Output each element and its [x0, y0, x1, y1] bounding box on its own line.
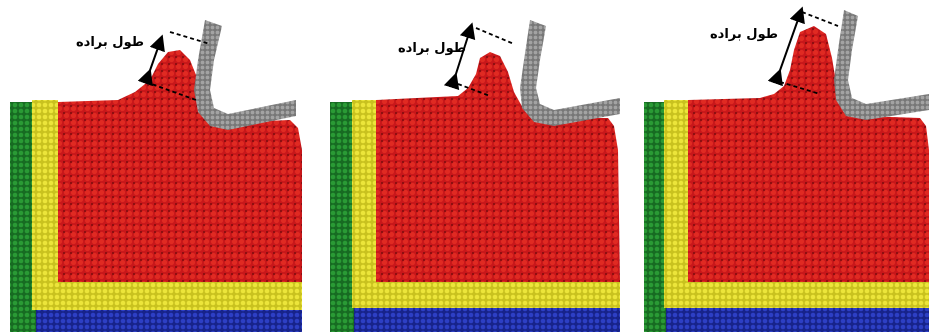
boundary-yellow [352, 100, 620, 308]
simulation-panel-2: طول براده [318, 0, 624, 332]
left-boundary-green [644, 102, 666, 332]
boundary-yellow [32, 100, 302, 310]
chip-length-label: طول براده [710, 27, 778, 42]
chip-length-label: طول براده [398, 41, 466, 56]
reference-dashed-line-top [475, 27, 515, 45]
cutting-tool [834, 10, 929, 120]
left-boundary-green [330, 102, 354, 332]
reference-dashed-line-top [801, 11, 839, 27]
simulation-figure-1 [10, 20, 302, 332]
simulation-panel-3: طول براده [630, 0, 933, 332]
cutting-tool [520, 20, 620, 126]
base-layer [666, 308, 929, 332]
workpiece-with-chip [376, 52, 620, 282]
left-boundary-green [10, 102, 36, 332]
chip-length-arrow [767, 6, 805, 87]
cutting-tool [194, 20, 296, 130]
chip-length-label: طول براده [76, 35, 144, 50]
base-layer [36, 310, 302, 332]
workpiece-with-chip [688, 26, 929, 282]
chip-length-arrow [137, 34, 165, 87]
simulation-panel-1: طول براده [0, 0, 310, 332]
simulation-figure-2 [330, 20, 620, 332]
boundary-yellow [664, 100, 929, 308]
reference-dashed-line-bottom [145, 81, 197, 101]
base-layer [354, 308, 620, 332]
reference-dashed-line-bottom [457, 83, 491, 97]
chip-length-arrow [443, 22, 476, 91]
workpiece-with-chip [58, 50, 302, 282]
simulation-figure-3 [644, 6, 929, 332]
